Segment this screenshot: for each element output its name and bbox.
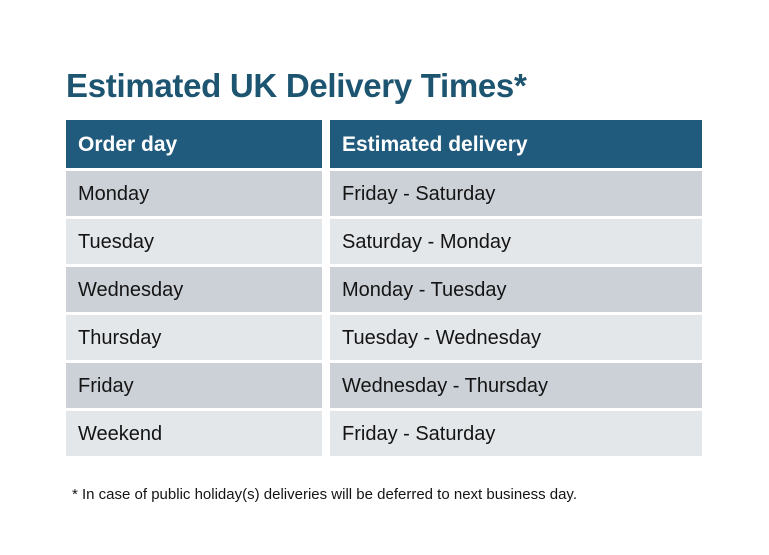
cell-estimated-delivery: Saturday - Monday xyxy=(330,219,702,264)
table-row: Weekend Friday - Saturday xyxy=(66,411,702,456)
cell-order-day: Monday xyxy=(66,171,322,216)
cell-order-day: Wednesday xyxy=(66,267,322,312)
footnote-text: * In case of public holiday(s) deliverie… xyxy=(72,486,577,503)
table-row: Monday Friday - Saturday xyxy=(66,171,702,216)
cell-order-day: Friday xyxy=(66,363,322,408)
table-row: Wednesday Monday - Tuesday xyxy=(66,267,702,312)
cell-order-day: Tuesday xyxy=(66,219,322,264)
cell-estimated-delivery: Monday - Tuesday xyxy=(330,267,702,312)
cell-order-day: Thursday xyxy=(66,315,322,360)
cell-estimated-delivery: Friday - Saturday xyxy=(330,171,702,216)
delivery-times-table: Order day Estimated delivery Monday Frid… xyxy=(66,120,702,456)
table-row: Tuesday Saturday - Monday xyxy=(66,219,702,264)
column-header-estimated-delivery: Estimated delivery xyxy=(330,120,702,168)
table-row: Thursday Tuesday - Wednesday xyxy=(66,315,702,360)
table-row: Friday Wednesday - Thursday xyxy=(66,363,702,408)
page-title: Estimated UK Delivery Times* xyxy=(66,67,527,105)
cell-estimated-delivery: Friday - Saturday xyxy=(330,411,702,456)
cell-estimated-delivery: Wednesday - Thursday xyxy=(330,363,702,408)
column-header-order-day: Order day xyxy=(66,120,322,168)
cell-estimated-delivery: Tuesday - Wednesday xyxy=(330,315,702,360)
cell-order-day: Weekend xyxy=(66,411,322,456)
table-header-row: Order day Estimated delivery xyxy=(66,120,702,168)
